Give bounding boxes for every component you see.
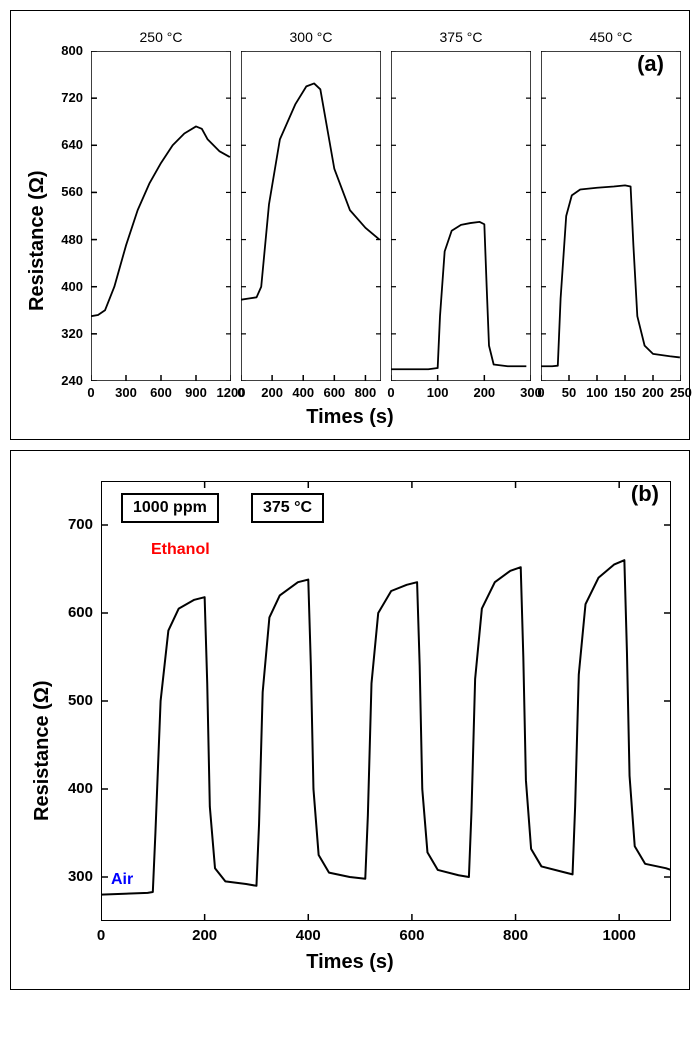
subplot-temp-label: 250 °C [91,29,231,45]
xtick-label: 100 [420,385,456,400]
panel-b-plot-area: 30040050060070002004006008001000 [101,481,669,919]
xtick-label: 0 [373,385,409,400]
xtick-label: 600 [392,927,432,944]
panel-a: (a) Resistance (Ω) Times (s) 250 °C24032… [10,10,690,440]
ytick-label: 500 [51,692,93,709]
subplot-0: 250 °C2403204004805606407208000300600900… [91,51,231,381]
xtick-label: 300 [108,385,144,400]
xtick-label: 200 [466,385,502,400]
ytick-label: 480 [43,232,83,247]
ytick-label: 560 [43,184,83,199]
panel-b: (b) Resistance (Ω) Times (s) 1000 ppm 37… [10,450,690,990]
xtick-label: 0 [73,385,109,400]
ytick-label: 320 [43,326,83,341]
xtick-label: 0 [81,927,121,944]
xtick-label: 800 [496,927,536,944]
xtick-label: 900 [178,385,214,400]
ytick-label: 720 [43,90,83,105]
panel-b-xlabel: Times (s) [11,951,689,974]
ytick-label: 300 [51,868,93,885]
subplot-3: 450 °C050100150200250 [541,51,681,381]
xtick-label: 1000 [599,927,639,944]
subplot-1: 300 °C0200400600800 [241,51,381,381]
xtick-label: 400 [288,927,328,944]
ytick-label: 400 [43,279,83,294]
subplot-2: 375 °C0100200300 [391,51,531,381]
subplot-temp-label: 450 °C [541,29,681,45]
xtick-label: 600 [143,385,179,400]
panel-a-plot-area: 250 °C2403204004805606407208000300600900… [91,51,679,379]
ytick-label: 640 [43,137,83,152]
ytick-label: 800 [43,43,83,58]
ytick-label: 700 [51,516,93,533]
xtick-label: 200 [185,927,225,944]
subplot-temp-label: 300 °C [241,29,381,45]
xtick-label: 250 [663,385,699,400]
ytick-label: 400 [51,780,93,797]
ytick-label: 600 [51,604,93,621]
subplot-temp-label: 375 °C [391,29,531,45]
panel-a-xlabel: Times (s) [11,406,689,429]
